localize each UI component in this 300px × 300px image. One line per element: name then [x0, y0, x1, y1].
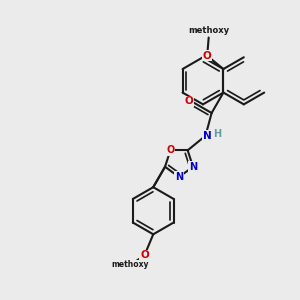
Text: N: N [175, 172, 183, 182]
Text: H: H [213, 129, 221, 139]
Text: O: O [203, 51, 212, 61]
Text: methoxy: methoxy [188, 26, 229, 35]
Text: O: O [166, 145, 175, 155]
Text: O: O [140, 250, 149, 260]
Text: N: N [189, 162, 197, 172]
Text: O: O [184, 96, 193, 106]
Text: methoxy: methoxy [111, 260, 148, 269]
Text: N: N [202, 131, 211, 141]
